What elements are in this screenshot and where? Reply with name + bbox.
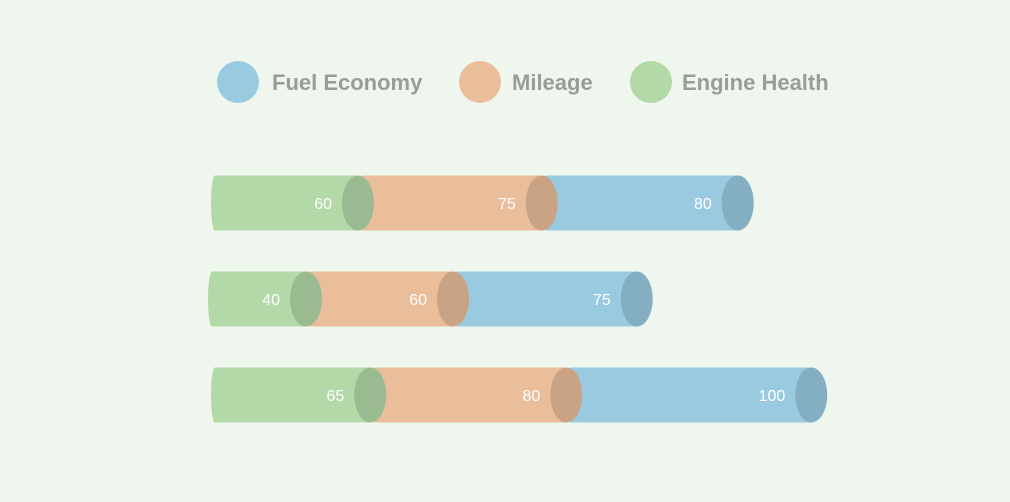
bar-cap-fuel-economy-row-3 (795, 367, 828, 423)
value-label-mileage-row-2: 60 (409, 292, 427, 309)
bar-cap-fuel-economy-row-2 (620, 271, 653, 327)
value-label-fuel-economy-row-1: 80 (694, 196, 712, 213)
value-label-mileage-row-3: 80 (522, 388, 540, 405)
legend-swatch-fuel-economy (217, 61, 259, 103)
bar-row-1: 60 75 80 (211, 175, 754, 231)
legend-item-engine-health[interactable]: Engine Health (630, 61, 829, 103)
bar-engine-health-row-1[interactable] (215, 175, 358, 231)
bar-mileage-row-1[interactable] (362, 175, 542, 231)
bar-row-3: 65 80 100 (211, 367, 828, 423)
bar-fuel-economy-row-1[interactable] (545, 175, 738, 231)
value-label-engine-health-row-3: 65 (326, 388, 344, 405)
bar-cap-mileage-row-3 (550, 367, 583, 423)
bar-fuel-economy-row-3[interactable] (570, 367, 812, 423)
plot-area: 60 75 80 40 60 75 65 80 100 (208, 175, 828, 423)
bar-fuel-economy-row-2[interactable] (457, 271, 637, 327)
legend-label-mileage: Mileage (512, 70, 593, 95)
legend-swatch-engine-health (630, 61, 672, 103)
value-label-fuel-economy-row-3: 100 (759, 388, 786, 405)
bar-row-2: 40 60 75 (208, 271, 653, 327)
value-label-engine-health-row-2: 40 (262, 292, 280, 309)
legend: Fuel Economy Mileage Engine Health (217, 61, 829, 103)
bar-cap-mileage-row-2 (437, 271, 469, 327)
legend-item-mileage[interactable]: Mileage (459, 61, 593, 103)
bar-mileage-row-2[interactable] (310, 271, 453, 327)
value-label-fuel-economy-row-2: 75 (593, 292, 611, 309)
bar-cap-fuel-economy-row-1 (721, 175, 754, 231)
value-label-engine-health-row-1: 60 (314, 196, 332, 213)
legend-label-engine-health: Engine Health (682, 70, 829, 95)
value-label-mileage-row-1: 75 (498, 196, 516, 213)
bar-cap-engine-health-row-2 (290, 271, 322, 327)
legend-label-fuel-economy: Fuel Economy (272, 70, 423, 95)
bar-engine-health-row-3[interactable] (215, 367, 371, 423)
bar-mileage-row-3[interactable] (374, 367, 567, 423)
legend-swatch-mileage (459, 61, 501, 103)
bar-cap-mileage-row-1 (525, 175, 558, 231)
legend-item-fuel-economy[interactable]: Fuel Economy (217, 61, 423, 103)
bar-cap-engine-health-row-3 (354, 367, 387, 423)
bar-cap-engine-health-row-1 (342, 175, 374, 231)
